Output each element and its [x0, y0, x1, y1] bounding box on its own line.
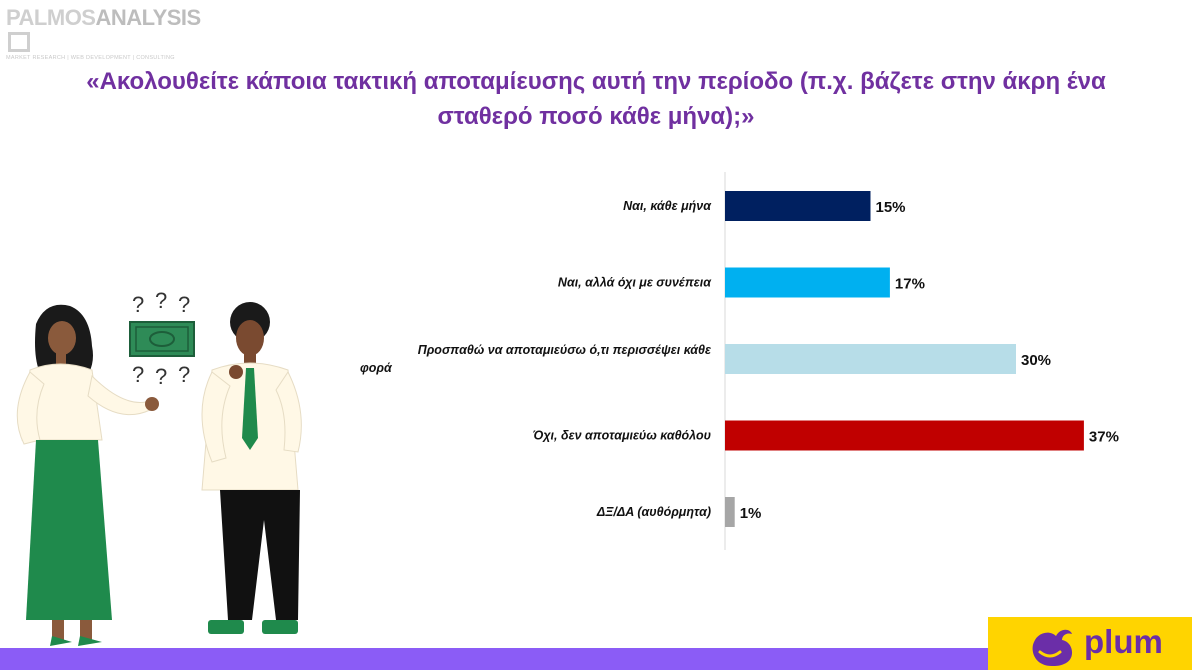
category-label-4: Όχι, δεν αποταμιεύω καθόλου [533, 429, 711, 443]
bar-value-label-2: 17% [895, 276, 925, 293]
logo-tagline: MARKET RESEARCH | WEB DEVELOPMENT | CONS… [6, 55, 175, 61]
woman-figure-icon [16, 304, 159, 646]
bar-5 [725, 497, 735, 527]
plum-brand-name: plum [1084, 623, 1163, 660]
bar-value-label-3: 30% [1021, 352, 1051, 369]
bar-4 [725, 420, 1084, 451]
logo-box-icon [8, 32, 30, 52]
bar-3 [725, 344, 1016, 374]
svg-text:?: ? [155, 288, 167, 313]
man-figure-icon [201, 302, 302, 634]
category-label-1: Ναι, κάθε μήνα [623, 199, 712, 213]
bottom-bar [0, 648, 1192, 670]
svg-text:?: ? [132, 292, 144, 317]
bar-2 [725, 267, 890, 298]
chart-title: «Ακολουθείτε κάποια τακτική αποταμίευσης… [86, 68, 1106, 130]
svg-text:?: ? [132, 362, 144, 387]
bar-value-label-5: 1% [740, 505, 762, 522]
logo-name-part2: ANALYSIS [95, 5, 201, 30]
svg-text:?: ? [178, 362, 190, 387]
people-money-illustration: ??? ??? [16, 288, 302, 646]
question-marks-icon: ??? ??? [132, 288, 190, 389]
category-label-2: Ναι, αλλά όχι με συνέπεια [558, 276, 712, 290]
palmos-analysis-logo: PALMOSANALYSIS MARKET RESEARCH | WEB DEV… [6, 5, 206, 62]
banknote-icon [129, 321, 195, 357]
category-label-3: Προσπαθώ να αποταμιεύσω ό,τι περισσέψει … [360, 343, 712, 375]
logo-name-part1: PALMOS [6, 5, 96, 30]
category-label-5: ΔΞ/ΔΑ (αυθόρμητα) [596, 505, 711, 519]
bar-1 [725, 191, 871, 221]
svg-text:?: ? [178, 292, 190, 317]
bar-value-label-4: 37% [1089, 429, 1119, 446]
plum-logo-icon [1032, 629, 1073, 666]
plum-logo-box [988, 617, 1192, 670]
svg-text:?: ? [155, 364, 167, 389]
bar-value-label-1: 15% [876, 199, 906, 216]
